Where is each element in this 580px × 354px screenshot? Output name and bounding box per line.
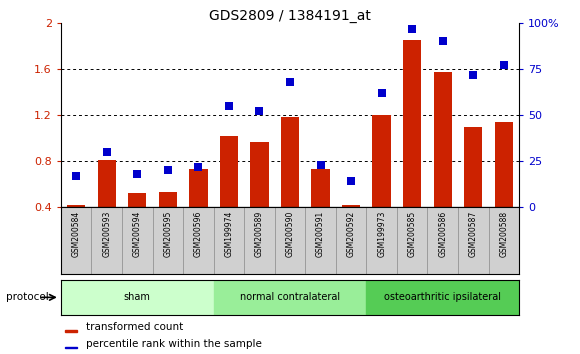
Text: GSM200596: GSM200596	[194, 210, 203, 257]
Point	[408, 26, 417, 32]
Text: GSM200593: GSM200593	[102, 210, 111, 257]
Point	[438, 39, 447, 44]
Bar	[66, 330, 77, 332]
Bar	[434, 73, 452, 207]
Point	[224, 103, 234, 109]
Bar	[464, 127, 483, 207]
Point	[194, 164, 203, 170]
Text: GSM200585: GSM200585	[408, 210, 416, 257]
Text: percentile rank within the sample: percentile rank within the sample	[86, 339, 262, 349]
Point	[102, 149, 111, 155]
Text: sham: sham	[124, 292, 151, 302]
Bar	[213, 280, 367, 315]
Bar	[342, 205, 360, 207]
Point	[469, 72, 478, 78]
Point	[346, 178, 356, 184]
Text: GSM200587: GSM200587	[469, 210, 478, 257]
Bar	[251, 142, 269, 207]
Text: GSM200584: GSM200584	[72, 210, 81, 257]
Point	[499, 63, 509, 68]
Bar	[311, 169, 329, 207]
Point	[71, 173, 81, 179]
Text: GDS2809 / 1384191_at: GDS2809 / 1384191_at	[209, 9, 371, 23]
Text: GSM199973: GSM199973	[377, 210, 386, 257]
Bar	[66, 347, 77, 348]
Bar	[403, 40, 421, 207]
Bar	[189, 169, 208, 207]
Point	[377, 90, 386, 96]
Text: GSM200595: GSM200595	[164, 210, 172, 257]
Point	[285, 79, 295, 85]
Point	[255, 109, 264, 114]
Text: GSM200591: GSM200591	[316, 210, 325, 257]
Bar	[67, 205, 85, 207]
Bar	[372, 115, 391, 207]
Text: GSM200588: GSM200588	[499, 210, 508, 257]
Text: protocol: protocol	[6, 292, 49, 302]
Text: osteoarthritic ipsilateral: osteoarthritic ipsilateral	[384, 292, 501, 302]
Bar	[97, 160, 116, 207]
Text: GSM200586: GSM200586	[438, 210, 447, 257]
Bar	[128, 193, 146, 207]
Text: normal contralateral: normal contralateral	[240, 292, 340, 302]
Text: GSM200590: GSM200590	[285, 210, 295, 257]
Text: GSM200594: GSM200594	[133, 210, 142, 257]
Bar	[159, 192, 177, 207]
Bar	[220, 136, 238, 207]
Text: GSM200589: GSM200589	[255, 210, 264, 257]
Point	[133, 171, 142, 177]
Text: GSM200592: GSM200592	[347, 210, 356, 257]
Text: transformed count: transformed count	[86, 322, 183, 332]
Bar	[367, 280, 519, 315]
Point	[316, 162, 325, 167]
Bar	[281, 118, 299, 207]
Point	[163, 167, 172, 173]
Bar	[61, 280, 213, 315]
Text: GSM199974: GSM199974	[224, 210, 233, 257]
Bar	[495, 122, 513, 207]
